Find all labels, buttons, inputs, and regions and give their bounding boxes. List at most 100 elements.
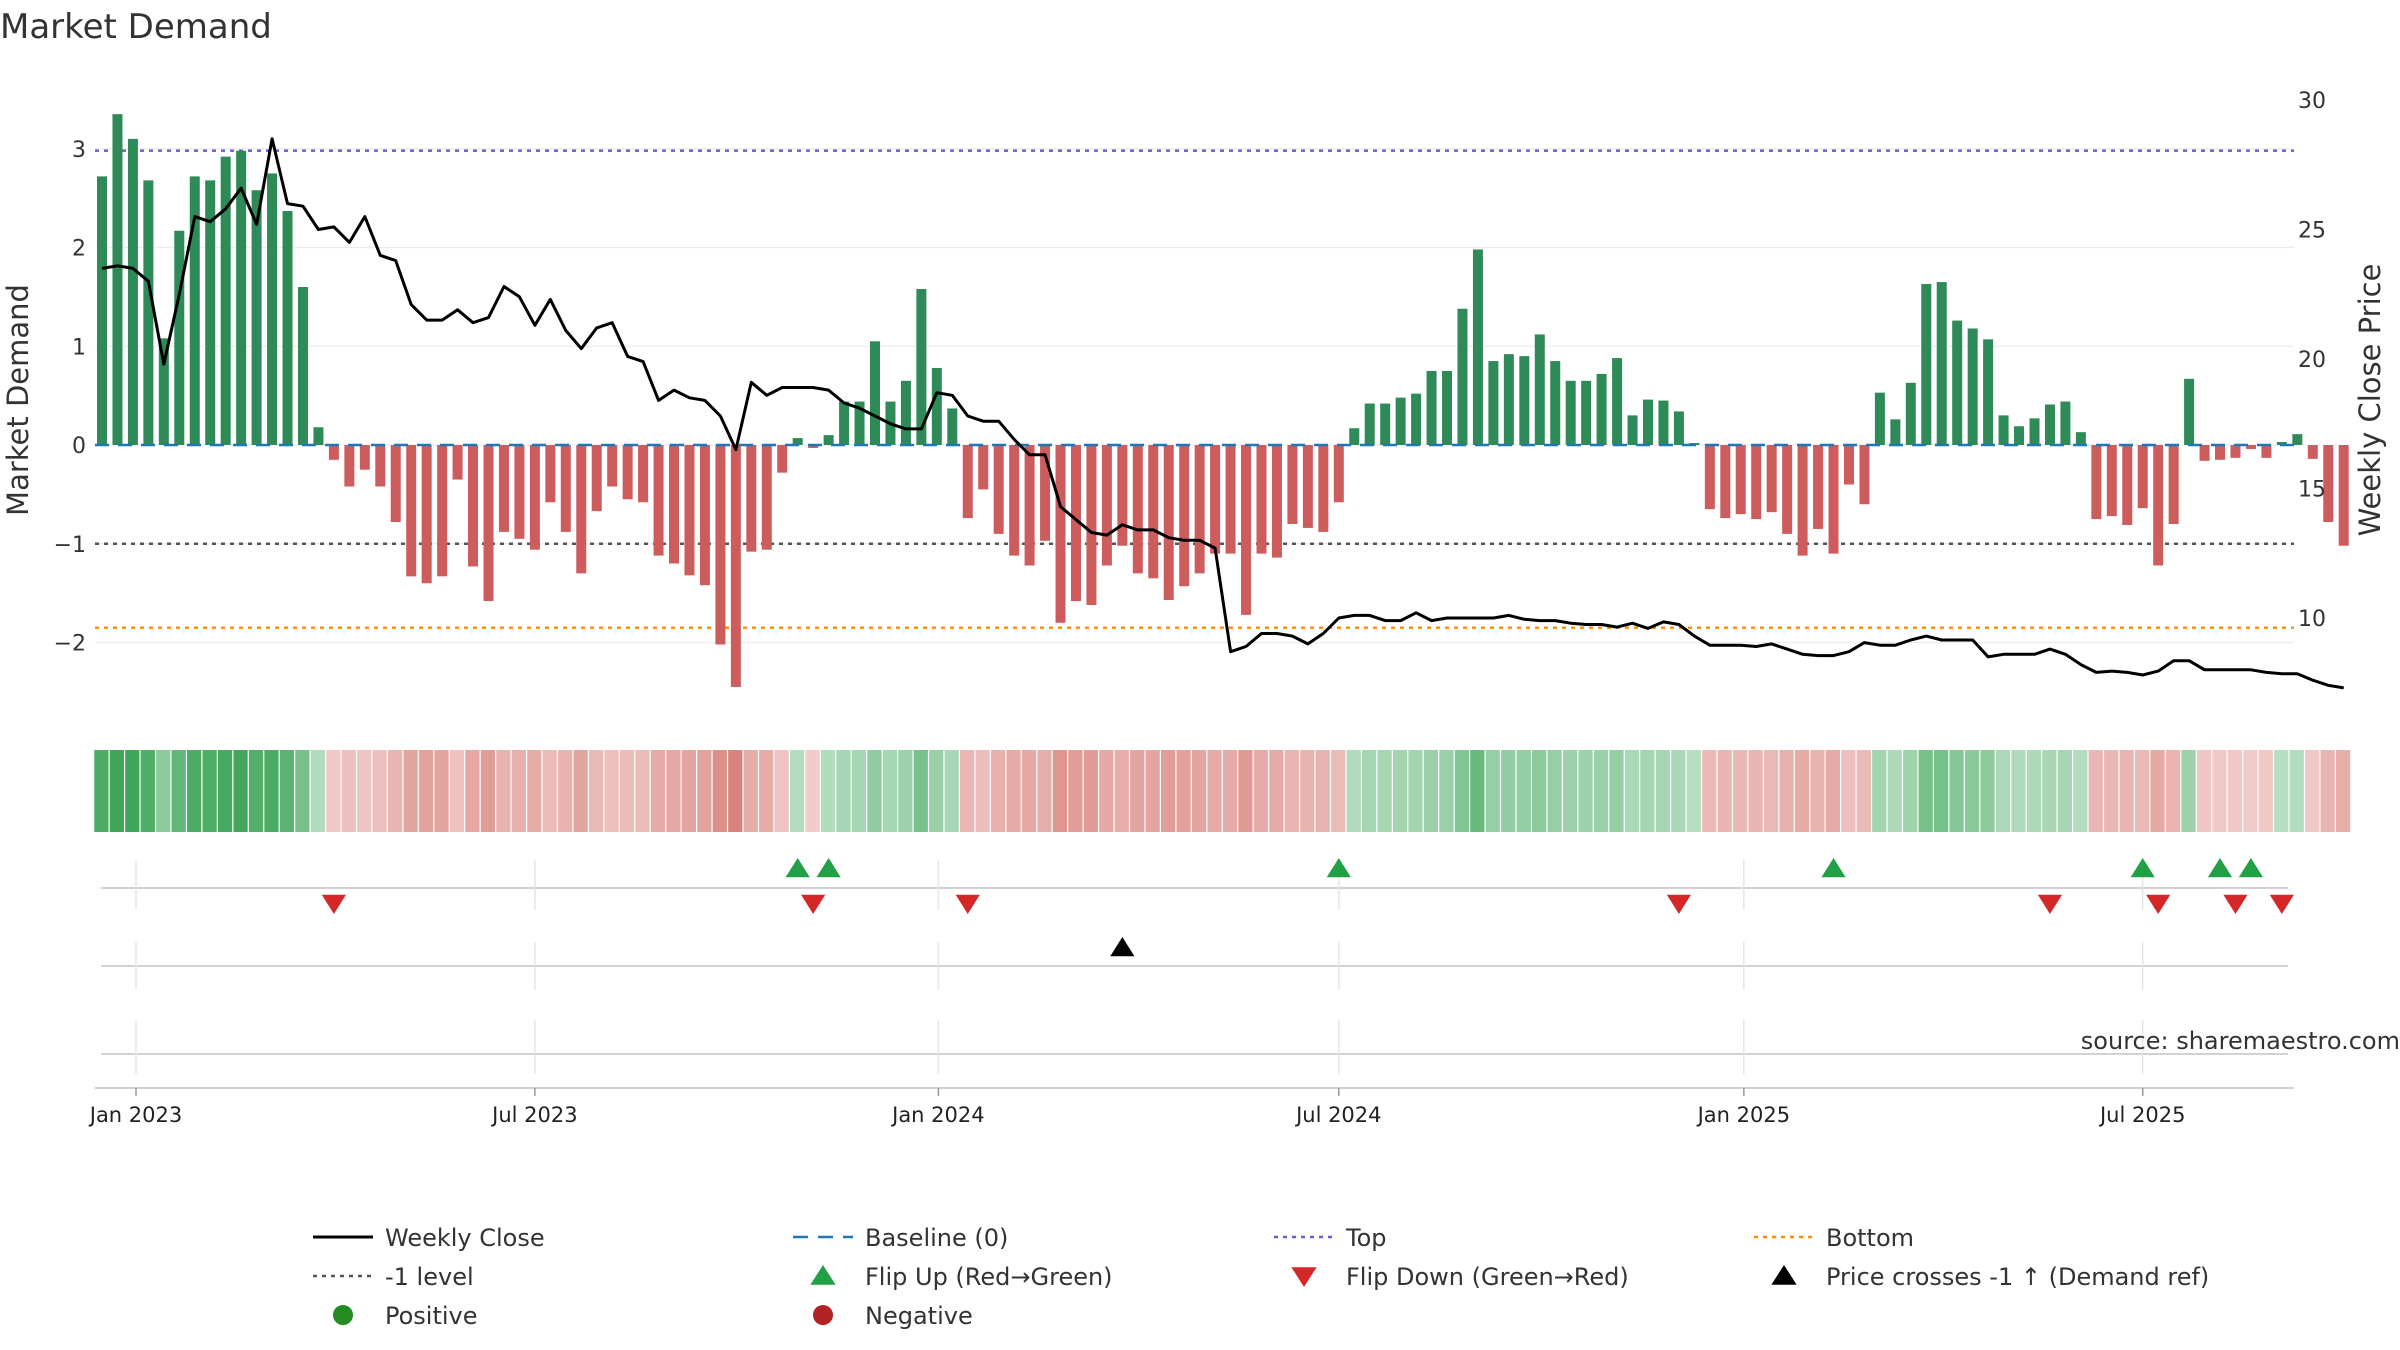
flip-down-marker — [955, 894, 980, 914]
demand-bar — [1333, 445, 1344, 503]
demand-bar — [993, 445, 1004, 534]
heat-cell — [1671, 750, 1686, 832]
demand-bar — [978, 445, 989, 490]
demand-bar — [1581, 380, 1592, 445]
demand-bar — [437, 445, 448, 577]
demand-bar — [2044, 404, 2055, 445]
heat-cell — [2305, 750, 2320, 832]
demand-bar — [267, 173, 278, 445]
heat-cell — [202, 750, 217, 832]
demand-bar — [1983, 339, 1994, 445]
demand-bar — [2245, 445, 2256, 449]
heat-cell — [1454, 750, 1470, 832]
demand-bar — [1163, 445, 1174, 601]
heat-cell — [2274, 750, 2289, 832]
demand-bar — [2029, 418, 2040, 445]
left-y-tick-label: 2 — [72, 237, 86, 262]
right-y-tick-label: 25 — [2298, 219, 2326, 244]
heat-cell — [1052, 750, 1068, 832]
heat-cell — [403, 750, 418, 832]
legend-label: Flip Down (Green→Red) — [1346, 1263, 1629, 1291]
demand-bar — [839, 401, 850, 445]
demand-bar — [1612, 358, 1623, 445]
flip-down-marker — [801, 894, 826, 914]
legend-label: Positive — [385, 1302, 478, 1330]
heat-cell — [604, 750, 619, 832]
heat-cell — [2104, 750, 2119, 832]
demand-bar — [653, 445, 664, 556]
demand-bar — [1442, 370, 1453, 445]
heat-cell — [960, 750, 975, 832]
right-y-axis: 30 25 20 15 10 — [2298, 89, 2326, 632]
flip-up-marker — [2207, 858, 2233, 878]
demand-bar — [2153, 445, 2164, 566]
heat-cell — [944, 750, 959, 832]
legend-swatch — [1291, 1267, 1317, 1287]
x-tick-label: Jul 2023 — [490, 1103, 577, 1127]
legend-item: Weekly Close — [313, 1224, 545, 1252]
demand-bar — [808, 445, 819, 448]
heat-cell — [1346, 750, 1361, 832]
demand-bar — [2168, 445, 2179, 524]
heat-cell — [480, 750, 496, 832]
demand-bar — [1534, 334, 1545, 445]
heat-cell — [1779, 750, 1794, 832]
legend-item: Top — [1274, 1224, 1387, 1252]
heat-cell — [1980, 750, 1995, 832]
legend-item: -1 level — [313, 1263, 474, 1291]
demand-bar — [282, 210, 293, 445]
left-y-axis: 3 2 1 0 −1 −2 — [54, 138, 86, 657]
demand-bar — [127, 138, 138, 445]
demand-bar — [498, 445, 509, 532]
heat-cell — [1949, 750, 1964, 832]
demand-bar — [1070, 445, 1081, 602]
demand-bar — [1735, 445, 1746, 515]
demand-bar — [777, 445, 788, 473]
heat-cell — [1547, 750, 1562, 832]
demand-bar — [1596, 373, 1607, 445]
heat-cell — [1130, 750, 1145, 832]
heat-cell — [1794, 750, 1810, 832]
demand-bar — [1395, 397, 1406, 445]
right-y-tick-label: 15 — [2298, 478, 2326, 503]
heat-cell — [2011, 750, 2026, 832]
reference-lines — [95, 149, 2294, 629]
right-y-tick-label: 20 — [2298, 348, 2326, 373]
demand-bar — [2338, 445, 2349, 546]
heat-cell — [1392, 750, 1408, 832]
heat-cell — [171, 750, 186, 832]
demand-bar — [189, 176, 200, 445]
demand-bar — [112, 114, 123, 445]
heat-cell — [156, 750, 171, 832]
x-tick-label: Jan 2025 — [1696, 1103, 1791, 1127]
demand-bar — [699, 445, 710, 586]
demand-bar — [1859, 445, 1870, 505]
legend-item: Flip Up (Red→Green) — [810, 1263, 1113, 1291]
legend-item: Baseline (0) — [793, 1224, 1008, 1252]
x-tick-label: Jul 2025 — [2098, 1103, 2185, 1127]
demand-bar — [1426, 370, 1437, 445]
x-tick-label: Jan 2023 — [88, 1103, 183, 1127]
right-y-tick-label: 30 — [2298, 89, 2326, 114]
heat-cell — [264, 750, 279, 832]
heat-cell — [666, 750, 681, 832]
demand-bar — [1086, 445, 1097, 605]
demand-bar — [1024, 445, 1035, 566]
heat-cell — [1856, 750, 1871, 832]
demand-bar — [328, 445, 339, 460]
demand-bar — [1225, 445, 1236, 554]
heat-cell — [449, 750, 465, 832]
demand-bar — [1349, 428, 1360, 445]
right-y-tick-label: 10 — [2298, 607, 2326, 632]
heat-cell — [774, 750, 789, 832]
demand-bar — [2323, 445, 2334, 523]
heat-cell — [388, 750, 403, 832]
heat-cell — [1640, 750, 1655, 832]
flip-down-marker — [2223, 894, 2248, 914]
demand-bar — [1905, 382, 1916, 445]
demand-bar — [1009, 445, 1020, 556]
demand-bar — [1813, 445, 1824, 529]
demand-bar — [1457, 308, 1468, 445]
heat-cell — [1995, 750, 2011, 832]
heat-cell — [1825, 750, 1841, 832]
